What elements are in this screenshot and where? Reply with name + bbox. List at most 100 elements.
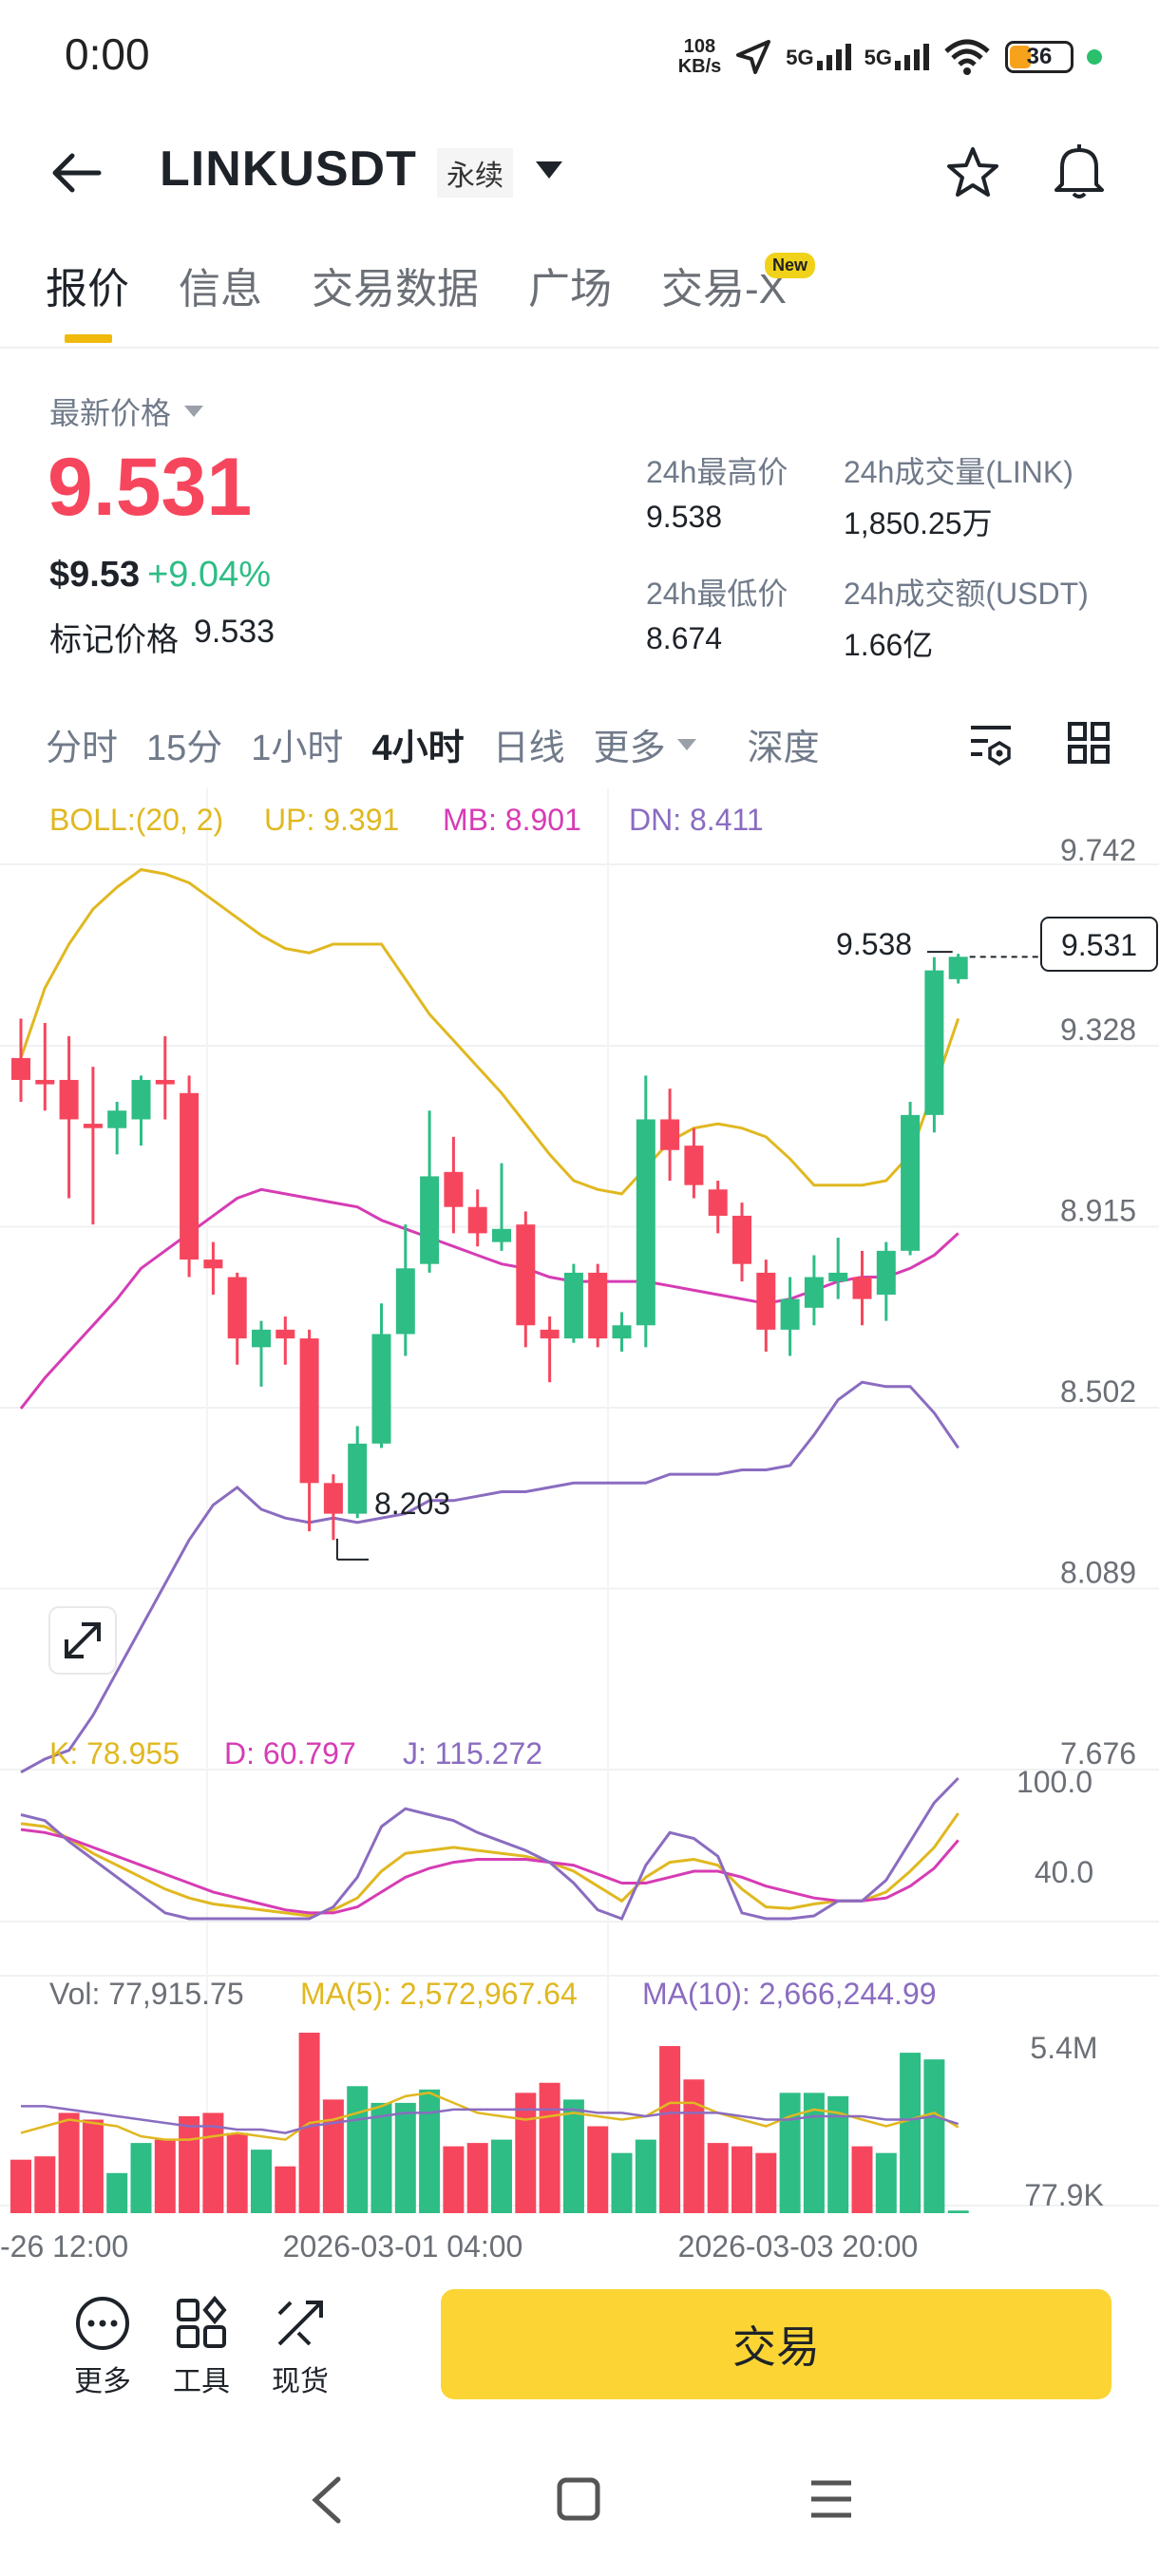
kdj-axis-40: 40.0 (1035, 1855, 1093, 1889)
interval-timeline[interactable]: 分时 (46, 729, 119, 768)
network-speed-value: 108 (683, 36, 716, 57)
candle-body (467, 1206, 487, 1234)
volume-ma5-line (20, 2092, 960, 2141)
candle-body (252, 1329, 271, 1348)
candle-body (420, 1176, 440, 1264)
tab-quote[interactable]: 报价 (46, 266, 129, 313)
status-icons: 108 KB/s 5G 5G 36 (678, 28, 1102, 85)
grid-layout-icon[interactable] (1066, 720, 1112, 766)
cellular-signal-2: 5G (864, 44, 929, 70)
low-24h-value: 8.674 (646, 621, 723, 655)
candle-body (612, 1325, 632, 1339)
mark-price-value: 9.533 (194, 614, 276, 650)
interval-1d[interactable]: 日线 (492, 729, 565, 768)
candlestick-chart[interactable]: BOLL:(20, 2) UP: 9.391 MB: 8.901 DN: 8.4… (0, 788, 1159, 2270)
vol-axis-max: 5.4M (1030, 2031, 1097, 2065)
contract-type-tag[interactable]: 永续 (437, 148, 513, 198)
location-arrow-icon (736, 40, 771, 74)
new-badge: New (765, 253, 816, 278)
nav-back-icon[interactable] (304, 2473, 350, 2527)
vol-label: Vol: 77,915.75 (49, 1977, 244, 2011)
volume-bar (635, 2139, 656, 2213)
interval-4h[interactable]: 4小时 (371, 729, 465, 768)
time-label-3: 2026-03-03 20:00 (678, 2229, 919, 2263)
volume-bar (755, 2152, 777, 2213)
privacy-indicator-dot (1087, 49, 1102, 65)
expand-chart-button[interactable] (48, 1606, 117, 1675)
volume-bar (562, 2099, 584, 2213)
price-change-row: $9.53 +9.04% (49, 555, 271, 596)
star-icon[interactable] (944, 144, 1001, 201)
change-percent: +9.04% (147, 555, 272, 595)
interval-1h[interactable]: 1小时 (251, 729, 344, 768)
candle-body (323, 1483, 343, 1514)
latest-price-selector[interactable]: 最新价格 (49, 389, 205, 433)
caret-down-icon[interactable] (534, 160, 564, 180)
kdj-j-line (20, 1776, 960, 1921)
volume-bar (58, 2112, 80, 2213)
high-24h-label: 24h最高价 (646, 455, 788, 489)
high-marker-label: 9.538 (836, 927, 912, 961)
volume-bar (732, 2146, 752, 2213)
candle-body (756, 1272, 776, 1330)
volume-bar (34, 2156, 56, 2213)
kdj-d-label: D: 60.797 (224, 1736, 356, 1771)
back-arrow-icon[interactable] (49, 152, 103, 194)
volume-bar (827, 2095, 849, 2213)
candle-body (348, 1443, 368, 1514)
candle-body (804, 1277, 824, 1308)
volume-bar (587, 2126, 609, 2213)
tools-grid-icon (177, 2295, 227, 2348)
last-price-tag: 9.531 (1061, 928, 1137, 962)
price-axis-label: 8.089 (1060, 1555, 1136, 1589)
candle-body (660, 1119, 680, 1150)
trade-button[interactable]: 交易 (441, 2289, 1112, 2399)
tools-button[interactable]: 工具 (171, 2293, 232, 2399)
volume-bar (779, 2093, 801, 2213)
candle-body (83, 1124, 103, 1128)
caret-down-icon (676, 738, 696, 750)
nav-home-icon[interactable] (555, 2475, 602, 2523)
tools-label: 工具 (173, 2366, 230, 2397)
tab-trade-x[interactable]: 交易-X (661, 266, 787, 313)
cellular-signal-1: 5G (786, 44, 851, 70)
volume-bar (370, 2102, 392, 2213)
bell-icon[interactable] (1049, 141, 1110, 203)
kdj-d-line (20, 1828, 960, 1915)
more-button[interactable]: 更多 (72, 2293, 133, 2399)
volume-bar (539, 2082, 560, 2213)
nav-menu-icon[interactable] (808, 2475, 855, 2523)
indicator-settings-icon[interactable] (967, 720, 1015, 766)
vol-ma5-label: MA(5): 2,572,967.64 (300, 1977, 578, 2011)
active-tab-indicator (65, 334, 112, 343)
mark-price-label: 标记价格 (49, 622, 179, 658)
mark-price-row: 标记价格 9.533 (49, 614, 275, 660)
signal-2-label: 5G (864, 46, 892, 69)
main-tabs: 报价 信息 交易数据 广场 交易-X (46, 255, 787, 315)
candle-body (876, 1250, 896, 1295)
candle-body (299, 1338, 319, 1484)
candle-body (540, 1329, 560, 1339)
tab-square[interactable]: 广场 (528, 266, 612, 313)
network-speed-unit: KB/s (677, 56, 722, 77)
candle-body (131, 1079, 151, 1120)
interval-depth[interactable]: 深度 (747, 729, 820, 768)
candle-body (901, 1114, 921, 1251)
spot-button[interactable]: 现货 (270, 2293, 331, 2399)
interval-15m[interactable]: 15分 (146, 729, 223, 768)
bottom-actions: 更多 工具 现货 (72, 2293, 331, 2399)
kdj-axis-100: 100.0 (1016, 1765, 1092, 1799)
volume-bar (491, 2139, 512, 2213)
interval-more[interactable]: 更多 (594, 718, 698, 770)
status-time: 0:00 (65, 29, 150, 79)
symbol-title[interactable]: LINKUSDT (160, 142, 417, 197)
kdj-j-label: J: 115.272 (403, 1736, 542, 1771)
volume-bar (659, 2046, 681, 2213)
volume-bar (947, 2210, 969, 2213)
tab-info[interactable]: 信息 (179, 266, 262, 313)
candle-body (11, 1057, 30, 1080)
usd-price: $9.53 (49, 555, 141, 595)
volume-bar (106, 2172, 128, 2213)
candle-body (395, 1268, 415, 1335)
tab-trading-data[interactable]: 交易数据 (312, 266, 479, 313)
